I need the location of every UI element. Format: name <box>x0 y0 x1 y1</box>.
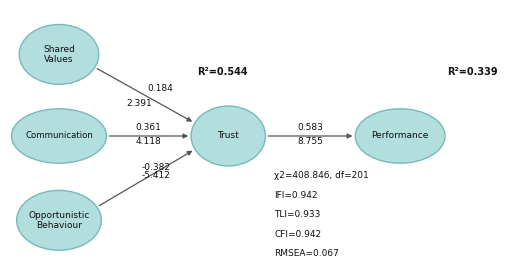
Ellipse shape <box>355 109 445 163</box>
Text: 0.184: 0.184 <box>147 84 173 93</box>
Text: Performance: Performance <box>371 131 429 141</box>
Ellipse shape <box>191 106 265 166</box>
Text: Trust: Trust <box>218 131 239 141</box>
Text: R²=0.339: R²=0.339 <box>447 67 498 77</box>
Ellipse shape <box>16 190 102 250</box>
Text: 8.755: 8.755 <box>298 137 323 146</box>
Text: -5.412: -5.412 <box>142 171 171 180</box>
Text: 2.391: 2.391 <box>127 99 152 108</box>
Text: IFI=0.942: IFI=0.942 <box>274 190 318 200</box>
Ellipse shape <box>12 109 107 163</box>
Text: CFI=0.942: CFI=0.942 <box>274 230 322 239</box>
Text: 0.361: 0.361 <box>136 123 162 132</box>
Text: -0.382: -0.382 <box>142 163 171 172</box>
Text: Shared
Values: Shared Values <box>43 45 75 64</box>
Text: R²=0.544: R²=0.544 <box>198 67 248 77</box>
Text: χ2=408.846, df=201: χ2=408.846, df=201 <box>274 171 369 180</box>
Text: 0.583: 0.583 <box>298 123 323 132</box>
Text: TLI=0.933: TLI=0.933 <box>274 210 321 219</box>
Text: Opportunistic
Behaviour: Opportunistic Behaviour <box>28 211 90 230</box>
Text: RMSEA=0.067: RMSEA=0.067 <box>274 249 339 258</box>
Text: 4.118: 4.118 <box>136 137 162 146</box>
Text: Communication: Communication <box>25 131 93 141</box>
Ellipse shape <box>19 24 98 84</box>
